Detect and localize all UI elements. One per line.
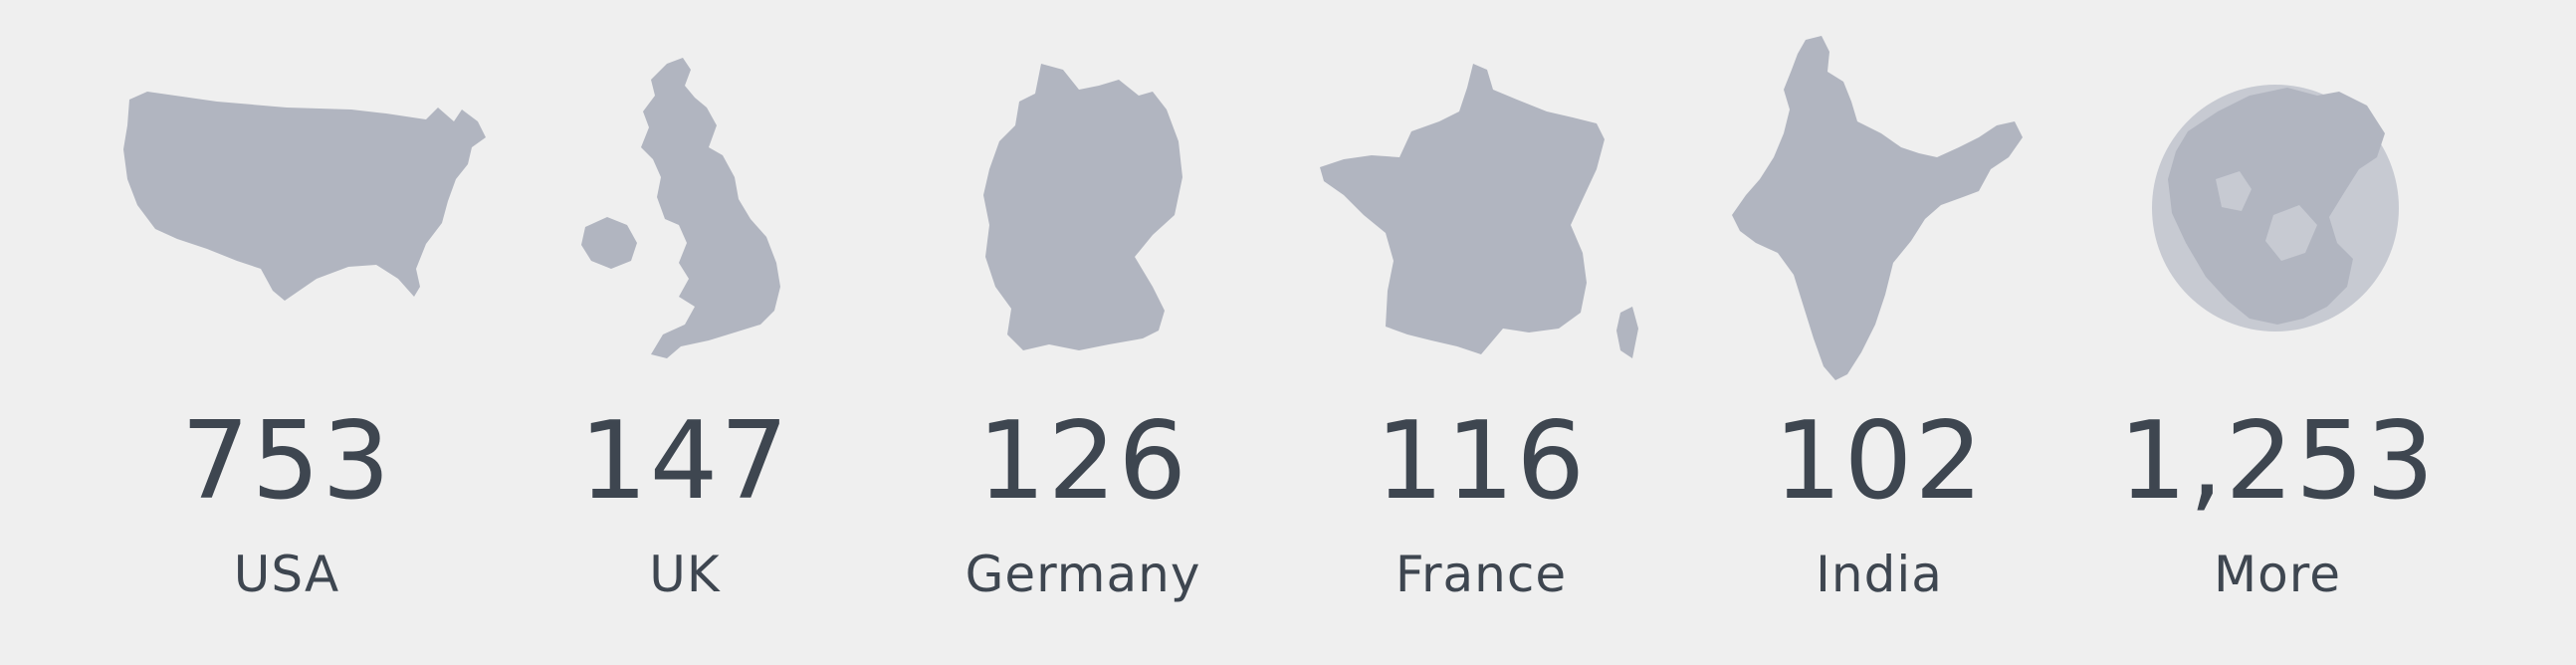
globe-icon <box>2078 30 2476 388</box>
uk-count: 147 <box>578 399 791 524</box>
india-label: India <box>1816 546 1943 603</box>
france-label: France <box>1395 546 1568 603</box>
india-count: 102 <box>1773 399 1986 524</box>
usa-label: USA <box>233 546 340 603</box>
more-count: 1,253 <box>2118 399 2437 524</box>
stat-card-india: 102 India <box>1680 0 2078 665</box>
france-map-icon <box>1282 30 1680 388</box>
stat-card-france: 116 France <box>1282 0 1680 665</box>
usa-map-icon <box>88 30 486 388</box>
stat-card-uk: 147 UK <box>486 0 884 665</box>
germany-label: Germany <box>965 546 1201 603</box>
stat-card-more: 1,253 More <box>2078 0 2476 665</box>
germany-map-icon <box>884 30 1282 388</box>
stat-card-germany: 126 Germany <box>884 0 1282 665</box>
stat-card-usa: 753 USA <box>88 0 486 665</box>
germany-count: 126 <box>976 399 1189 524</box>
uk-map-icon <box>486 30 884 388</box>
usa-count: 753 <box>180 399 393 524</box>
france-count: 116 <box>1375 399 1588 524</box>
uk-label: UK <box>649 546 721 603</box>
india-map-icon <box>1680 30 2078 388</box>
more-label: More <box>2214 546 2341 603</box>
